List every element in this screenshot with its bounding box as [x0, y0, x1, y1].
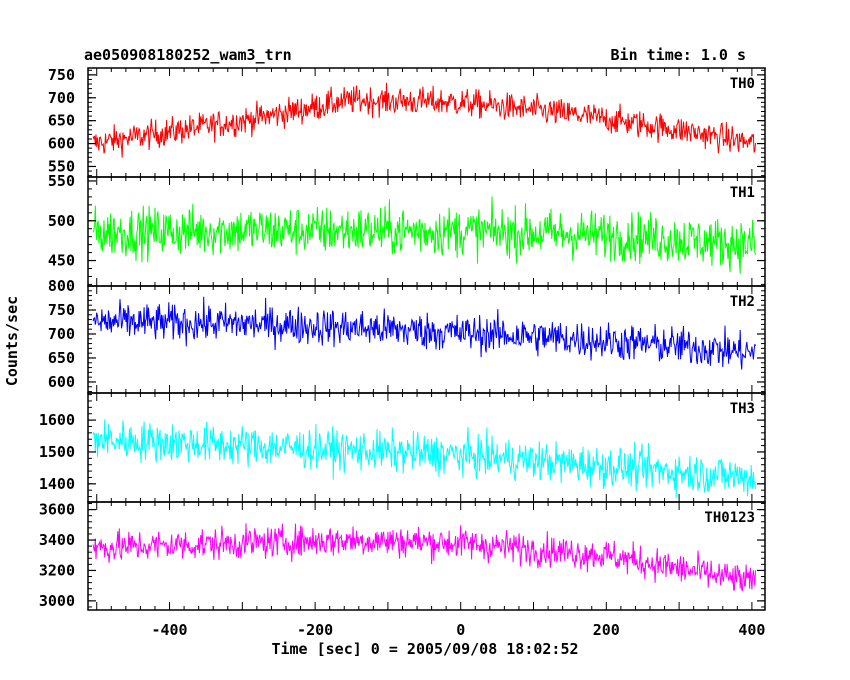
- series-th1: [92, 196, 756, 274]
- panel-label-th0: TH0: [730, 76, 755, 92]
- y-tick-label: 550: [48, 157, 75, 175]
- series-th0123: [92, 523, 756, 591]
- y-tick-label: 1500: [39, 443, 75, 461]
- y-tick-label: 700: [48, 325, 75, 343]
- x-axis-label: Time [sec] 0 = 2005/09/08 18:02:52: [271, 640, 579, 658]
- x-tick-label: -200: [297, 621, 333, 639]
- panel-label-th1: TH1: [730, 185, 755, 201]
- series-th0: [92, 82, 756, 158]
- panel-label-th0123: TH0123: [704, 510, 755, 526]
- y-tick-label: 3600: [39, 501, 75, 519]
- y-tick-label: 1400: [39, 475, 75, 493]
- x-tick-label: -400: [151, 621, 187, 639]
- y-tick-label: 600: [48, 373, 75, 391]
- y-tick-label: 600: [48, 135, 75, 153]
- y-tick-label: 750: [48, 66, 75, 84]
- y-tick-label: 650: [48, 349, 75, 367]
- x-tick-label: 0: [456, 621, 465, 639]
- y-tick-label: 3200: [39, 561, 75, 579]
- panel-label-th3: TH3: [730, 401, 755, 417]
- chart-title: ae050908180252_wam3_trn: [84, 46, 292, 64]
- y-tick-label: 500: [48, 212, 75, 230]
- x-tick-label: 400: [738, 621, 765, 639]
- panel-label-th2: TH2: [730, 294, 755, 310]
- y-tick-label: 800: [48, 277, 75, 295]
- bin-time-label: Bin time: 1.0 s: [610, 46, 746, 64]
- y-tick-label: 3400: [39, 531, 75, 549]
- series-th3: [92, 419, 756, 499]
- x-tick-label: 200: [593, 621, 620, 639]
- series-th2: [92, 296, 756, 370]
- y-tick-label: 700: [48, 89, 75, 107]
- y-tick-label: 450: [48, 252, 75, 270]
- y-tick-label: 3000: [39, 592, 75, 610]
- y-tick-label: 1600: [39, 411, 75, 429]
- y-tick-label: 750: [48, 301, 75, 319]
- y-axis-label: Counts/sec: [3, 295, 21, 387]
- y-tick-label: 650: [48, 112, 75, 130]
- panel-frame: [87, 501, 766, 611]
- y-tick-label: 550: [48, 172, 75, 190]
